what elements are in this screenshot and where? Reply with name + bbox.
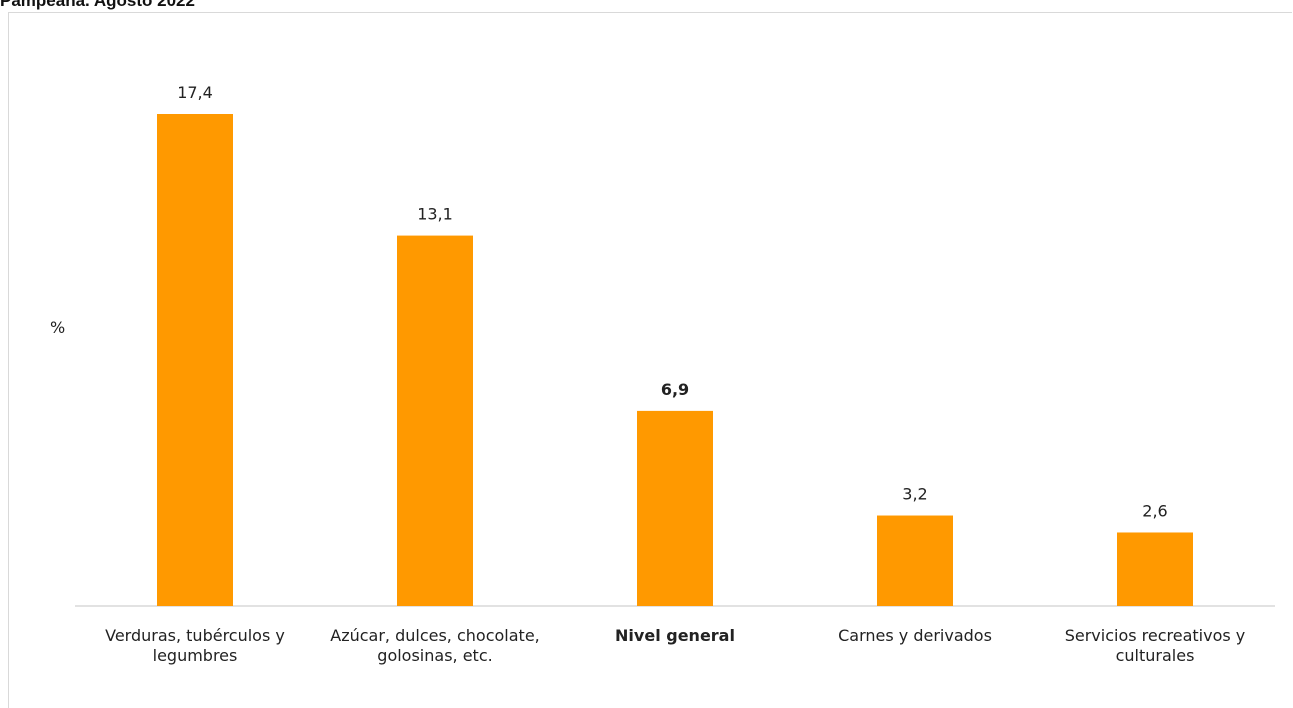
- data-label: 3,2: [902, 485, 927, 504]
- bar: [877, 515, 953, 606]
- category-label: Carnes y derivados: [838, 626, 992, 645]
- data-label: 2,6: [1142, 501, 1167, 520]
- bar: [1117, 532, 1193, 606]
- category-label: Verduras, tubérculos y legumbres: [105, 626, 285, 665]
- data-label: 17,4: [177, 83, 213, 102]
- y-axis-label: %: [50, 318, 66, 337]
- category-label: Azúcar, dulces, chocolate, golosinas, et…: [330, 626, 540, 665]
- category-label: Nivel general: [615, 626, 735, 645]
- data-label: 6,9: [661, 380, 689, 399]
- chart-title: Pampeana. Agosto 2022: [0, 0, 195, 10]
- data-label: 13,1: [417, 205, 453, 224]
- bar: [157, 114, 233, 606]
- bar: [637, 410, 713, 606]
- chart-frame: [8, 12, 1292, 708]
- category-label: Servicios recreativos y culturales: [1064, 626, 1246, 665]
- bar: [397, 235, 473, 606]
